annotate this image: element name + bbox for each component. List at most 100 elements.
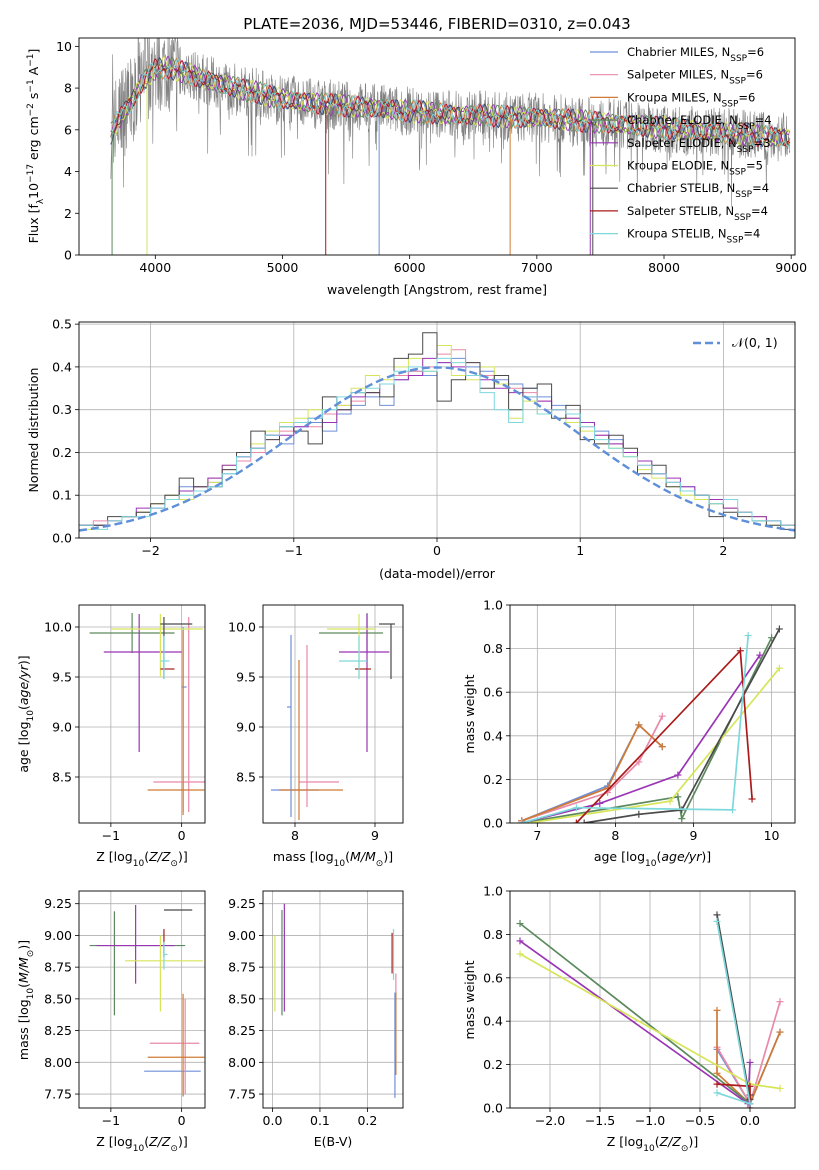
plot-body (516, 911, 784, 1108)
y-tick-label: 9.0 (236, 720, 256, 735)
weight-line-salpeter-elodie (519, 940, 751, 1106)
x-tick-label: 0 (178, 828, 186, 843)
x-tick-label: 8000 (648, 260, 680, 275)
y-tick-label: 8.00 (228, 1055, 256, 1070)
observed-spectrum (110, 38, 791, 207)
axes-frame (509, 604, 796, 824)
legend-label: Chabrier STELIB, NSSP=4 (627, 181, 769, 200)
x-tick-label: 9000 (775, 260, 807, 275)
x-axis-label: wavelength [Angstrom, rest frame] (327, 282, 547, 297)
y-axis-label: mass [log10(M/M⊙)] (16, 940, 36, 1060)
y-tick-label: 0.4 (483, 728, 503, 743)
y-tick-label: 6 (64, 122, 72, 137)
plot-spectrum: 4000 5000 6000 7000 8000 9000 0 2 4 6 8 10 Chabrier … (26, 37, 807, 297)
y-tick-label: 0.2 (52, 445, 72, 460)
y-tick-label: 0.2 (483, 772, 503, 787)
weight-line-salpeter-miles (521, 715, 664, 822)
y-tick-label: 8.75 (44, 960, 72, 975)
y-axis-label: age [log10(age/yr)] (16, 655, 36, 772)
x-tick-label: 7000 (521, 260, 553, 275)
x-tick-label: 9 (690, 828, 698, 843)
y-tick-label: 10 (56, 39, 72, 54)
y-tick-label: 0.5 (52, 317, 72, 332)
legend-label: Chabrier ELODIE, NSSP=4 (627, 113, 772, 132)
y-tick-label: 0.4 (52, 359, 72, 374)
x-tick-label: 4000 (139, 260, 171, 275)
plot-body (110, 38, 791, 255)
axes-frame (78, 321, 796, 539)
x-tick-label: 0.0 (263, 1113, 283, 1128)
plot-body (518, 625, 783, 823)
y-tick-label: 0.0 (483, 1101, 503, 1116)
weight-line-chabrier-elodie (519, 922, 751, 1105)
x-tick-label: 10 (764, 828, 780, 843)
y-tick-label: 9.00 (44, 928, 72, 943)
y-axis-label: Flux [fλ10−17 erg cm−2 s−1 A−1] (26, 49, 46, 244)
x-tick-label: −2.0 (535, 1113, 565, 1128)
y-tick-label: 0 (64, 248, 72, 263)
y-tick-label: 9.5 (236, 670, 256, 685)
y-tick-label: 0.4 (483, 1014, 503, 1029)
y-tick-label: 0.2 (483, 1057, 503, 1072)
y-tick-label: 9.00 (228, 928, 256, 943)
legend-label: 𝒩(0, 1) (732, 335, 778, 350)
weight-line-salpeter-elodie (521, 654, 761, 823)
plot-mass-weight-vs-age: 7 8 9 10 0.0 0.2 0.4 0.6 0.8 1.0 age [log10(age/yr… (462, 598, 796, 869)
plot-body (89, 904, 205, 1097)
y-axis-label: mass weight (462, 960, 477, 1039)
y-tick-label: 8.50 (228, 991, 256, 1006)
plot-age-vs-z: −1 0 8.5 9.0 9.5 10.0 Z [log10(Z/Z⊙)] age [log1… (16, 604, 206, 869)
legend-label: Chabrier MILES, NSSP=6 (627, 45, 764, 64)
axes-frame (262, 890, 404, 1109)
y-tick-label: 8.50 (44, 991, 72, 1006)
model-kroupa-stelib (110, 58, 791, 148)
y-tick-label: 9.25 (228, 896, 256, 911)
weight-line-kroupa-elodie (529, 667, 781, 823)
x-tick-label: 0.1 (310, 1113, 330, 1128)
plot-mass-vs-z: −1 0 7.75 8.00 8.25 8.50 8.75 9.00 9.25 Z [log10(… (16, 890, 206, 1154)
y-tick-label: 0.8 (483, 927, 503, 942)
y-tick-label: 0.6 (483, 685, 503, 700)
legend-label: Salpeter MILES, NSSP=6 (627, 68, 763, 87)
x-tick-label: 5000 (267, 260, 299, 275)
figure-title: PLATE=2036, MJD=53446, FIBERID=0310, z=0… (243, 15, 630, 33)
x-axis-label: (data-model)/error (379, 566, 496, 581)
y-tick-label: 8.00 (44, 1055, 72, 1070)
x-tick-label: −1.5 (585, 1113, 615, 1128)
y-tick-label: 9.5 (52, 670, 72, 685)
y-tick-label: 7.75 (44, 1087, 72, 1102)
weight-line-kroupa-stelib (521, 635, 750, 823)
x-tick-label: 6000 (394, 260, 426, 275)
x-tick-label: 0 (178, 1113, 186, 1128)
plot-body (274, 903, 397, 1098)
axes-frame (78, 37, 796, 256)
y-tick-label: 0.6 (483, 970, 503, 985)
legend-label: Kroupa STELIB, NSSP=4 (627, 227, 760, 246)
x-tick-label: 0.0 (740, 1113, 760, 1128)
axes-frame (509, 890, 796, 1109)
plot-residuals: −2 −1 0 1 2 0.0 0.1 0.2 0.3 0.4 0.5 𝒩(0, 1) (data-mo… (26, 317, 796, 581)
weight-line-kroupa-miles (716, 1010, 781, 1106)
x-tick-label: 1 (576, 543, 584, 558)
x-tick-label: −0.5 (685, 1113, 715, 1128)
x-axis-label: mass [log10(M/M⊙)] (273, 849, 393, 869)
model-kroupa-elodie (110, 56, 791, 147)
x-axis-label: age [log10(age/yr)] (594, 849, 711, 869)
y-tick-label: 8.75 (228, 960, 256, 975)
y-tick-label: 0.0 (483, 816, 503, 831)
legend-label: Kroupa ELODIE, NSSP=5 (627, 159, 763, 178)
y-tick-label: 9.25 (44, 896, 72, 911)
x-tick-label: −2 (141, 543, 159, 558)
x-axis-label: Z [log10(Z/Z⊙)] (607, 1134, 698, 1154)
y-tick-label: 7.75 (228, 1087, 256, 1102)
legend-label: Salpeter ELODIE, NSSP=3 (627, 136, 770, 155)
y-axis-label: mass weight (462, 674, 477, 753)
y-tick-label: 8.5 (236, 770, 256, 785)
x-tick-label: −1.0 (635, 1113, 665, 1128)
weight-line-salpeter-stelib (575, 648, 753, 823)
legend-label: Kroupa MILES, NSSP=6 (627, 90, 755, 109)
y-tick-label: 8.25 (228, 1023, 256, 1038)
x-tick-label: 0 (433, 543, 441, 558)
x-axis-label: Z [log10(Z/Z⊙)] (96, 849, 187, 869)
y-tick-label: 0.3 (52, 402, 72, 417)
